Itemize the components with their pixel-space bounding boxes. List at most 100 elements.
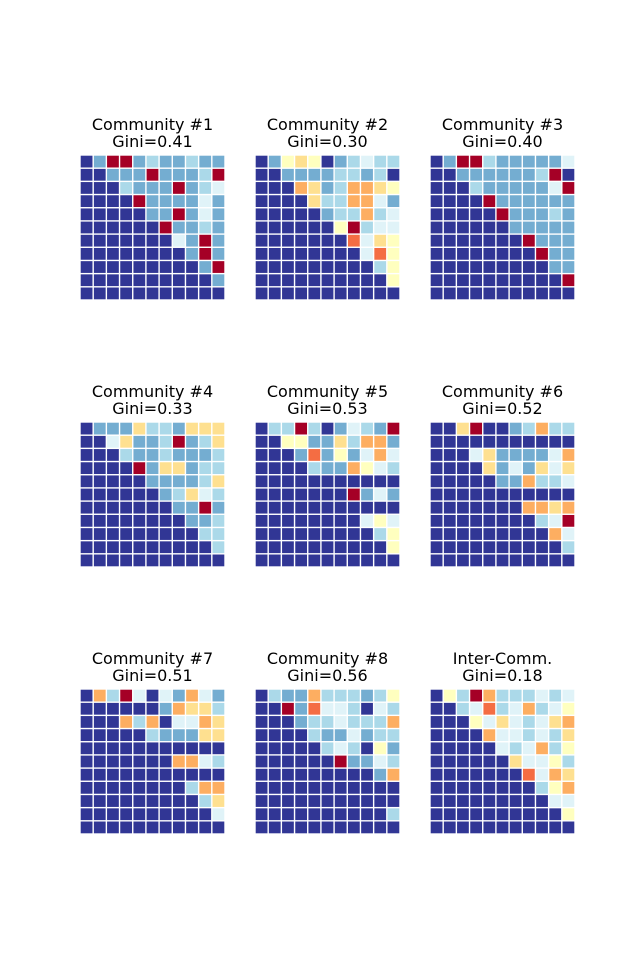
heatmap-cell [308,541,321,554]
heatmap-cell [212,435,225,448]
heatmap-cell [361,554,373,567]
heatmap-cell [457,435,469,448]
heatmap-cell [107,234,119,247]
heatmap-cell [334,689,347,702]
heatmap-cell [536,488,548,501]
heatmap-cell [80,208,93,221]
heatmap-cell [443,528,456,540]
heatmap-cell [159,274,172,287]
panel-gini-label: Gini=0.53 [287,399,367,418]
heatmap-cell [120,795,133,807]
heatmap-cell [186,221,198,234]
heatmap-cell [133,195,146,208]
heatmap-cell [199,742,212,755]
heatmap-cell [93,422,106,435]
heatmap-cell [295,729,308,742]
heatmap-cell [387,208,400,221]
heatmap-cell [107,422,119,435]
heatmap-cell [509,514,522,527]
heatmap-cell [255,755,268,768]
heatmap-cell [430,475,443,488]
heatmap-cell [255,261,268,273]
heatmap-cell [268,716,281,728]
heatmap-cell [334,195,347,208]
heatmap-cell [483,195,496,208]
heatmap-cell [308,716,321,728]
heatmap-cell [212,234,225,247]
heatmap-cell [172,808,185,821]
heatmap-cell [308,182,321,194]
heatmap-cell [255,168,268,181]
heatmap-cell [361,702,373,715]
heatmap-cell [347,742,360,755]
heatmap-cell [282,234,294,247]
heatmap-cell [470,541,483,554]
heatmap-cell [483,261,496,273]
heatmap-cell [321,716,334,728]
heatmap-cell [107,729,119,742]
heatmap-cell [457,261,469,273]
heatmap-cell [255,195,268,208]
heatmap-cell [107,155,119,168]
heatmap-cell [120,528,133,540]
heatmap-cell [536,729,548,742]
heatmap-cell [536,501,548,514]
heatmap-cell [282,449,294,461]
heatmap-cell [496,261,509,273]
heatmap-cell [361,422,373,435]
heatmap-cell [361,435,373,448]
heatmap-cell [361,221,373,234]
heatmap-cell [120,781,133,794]
heatmap-cell [80,781,93,794]
heatmap-cell [255,182,268,194]
heatmap-cell [295,514,308,527]
heatmap-cell [146,528,159,540]
heatmap-cell [549,155,562,168]
heatmap-cell [308,755,321,768]
heatmap-cell [321,462,334,475]
heatmap-cell [268,287,281,300]
heatmap-cell [347,195,360,208]
heatmap-cell [347,514,360,527]
heatmap-cell [387,541,400,554]
heatmap-cell [430,702,443,715]
heatmap-cell [172,287,185,300]
heatmap-cell [347,702,360,715]
heatmap-cell [321,808,334,821]
heatmap-cell [562,808,575,821]
heatmap-cell [509,795,522,807]
heatmap-cell [172,821,185,834]
heatmap-cell [186,182,198,194]
heatmap-cell [522,261,535,273]
heatmap-cell [255,221,268,234]
heatmap-cell [496,168,509,181]
heatmap-cell [295,755,308,768]
heatmap-cell [321,541,334,554]
heatmap-cell [295,781,308,794]
heatmap-cell [120,808,133,821]
heatmap-cell [146,449,159,461]
heatmap-cell [522,501,535,514]
heatmap-cell [483,781,496,794]
heatmap-cell [321,475,334,488]
heatmap-cell [347,541,360,554]
heatmap-cell [172,247,185,260]
heatmap-cell [347,261,360,273]
heatmap-cell [387,195,400,208]
heatmap-cell [212,195,225,208]
heatmap-cell [496,821,509,834]
heatmap-cell [159,514,172,527]
heatmap-cell [212,755,225,768]
heatmap-cell [374,541,387,554]
heatmap-cell [80,274,93,287]
heatmap-cell [470,501,483,514]
heatmap-cell [93,274,106,287]
heatmap-cell [295,808,308,821]
heatmap-cell [509,475,522,488]
heatmap-cell [387,287,400,300]
heatmap-cell [308,475,321,488]
heatmap-cell [172,716,185,728]
heatmap-cell [443,742,456,755]
